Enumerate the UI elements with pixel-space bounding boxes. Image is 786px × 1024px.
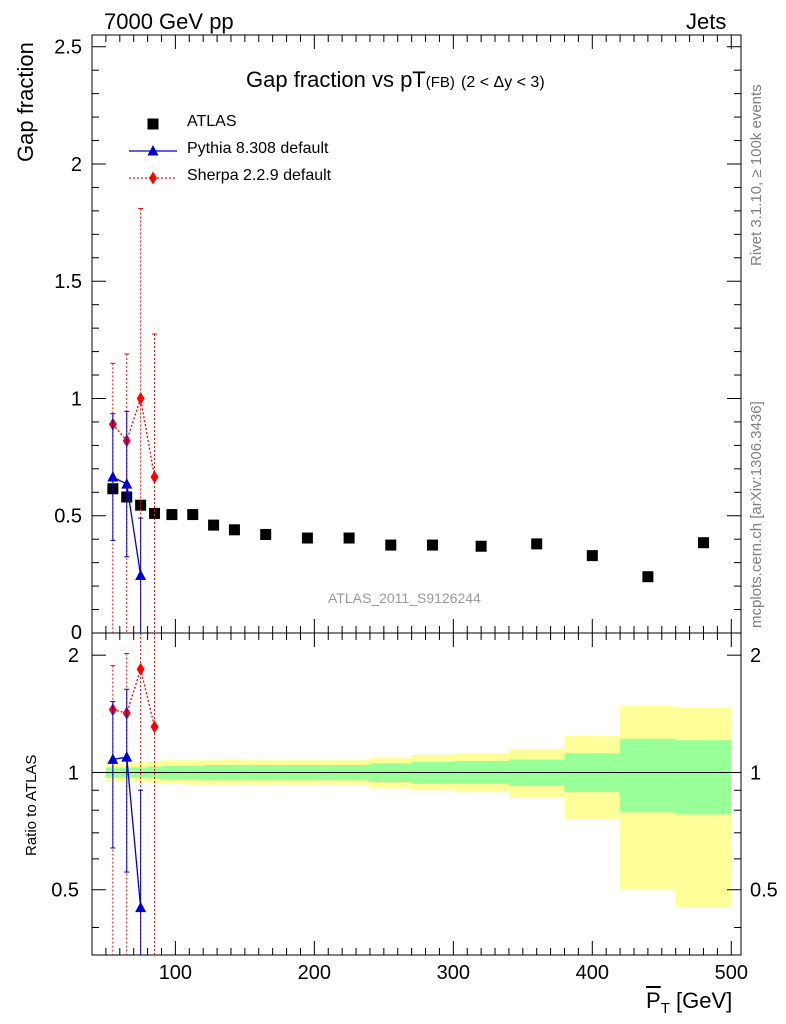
y-tick-label: 0.5 [54, 506, 82, 528]
header-left-label: 7000 GeV pp [104, 9, 234, 34]
x-ticks: 100 200 300 400 500 [105, 35, 748, 984]
analysis-watermark: ATLAS_2011_S9126244 [328, 590, 481, 606]
sherpa-ratio-point [136, 662, 145, 676]
y-tick-label: 2 [68, 645, 79, 667]
y-tick-label-right: 2 [750, 645, 761, 667]
y-axis-label-top: Gap fraction [13, 42, 38, 162]
header-right-label: Jets [686, 9, 727, 34]
top-y-ticks: 0.5 1 1.5 2 2.5 0 [54, 37, 741, 644]
atlas-point [149, 507, 161, 519]
atlas-point [301, 532, 313, 544]
atlas-point [531, 538, 543, 550]
atlas-point [228, 524, 240, 536]
legend-sherpa-marker [149, 171, 157, 185]
sherpa-point [136, 391, 145, 405]
green-band-bin [675, 740, 732, 815]
pythia-ratio-point [107, 753, 119, 764]
uncertainty-bands [105, 706, 732, 908]
pythia-point [121, 478, 133, 489]
x-tick-label: 300 [437, 962, 470, 984]
pythia-ratio-point [135, 901, 147, 913]
x-tick-label: 500 [715, 962, 748, 984]
pythia-ratio-series [107, 688, 147, 955]
pythia-point [107, 471, 119, 482]
rivet-version-label: Rivet 3.1.10, ≥ 100k events [748, 84, 765, 266]
x-tick-label: 400 [576, 962, 609, 984]
sherpa-series [108, 208, 159, 633]
green-band-bin [620, 738, 676, 813]
y-tick-label: 1.5 [54, 271, 82, 293]
sherpa-ratio-line [112, 666, 156, 727]
mcplots-reference-label: mcplots.cern.ch [arXiv:1306.3436] [748, 401, 765, 628]
atlas-point [586, 550, 598, 562]
main-title-text: Gap fraction vs pT [246, 67, 426, 92]
atlas-point [260, 529, 272, 541]
legend-atlas-marker [147, 118, 159, 130]
y-tick-label: 0.5 [51, 880, 79, 902]
atlas-point [697, 537, 709, 549]
main-title-subscript: (FB) [425, 74, 455, 91]
x-tick-label: 200 [298, 962, 331, 984]
legend-pythia-label: Pythia 8.308 default [187, 140, 329, 157]
y-tick-label: 2 [71, 154, 82, 176]
main-title-range: (2 < Δy < 3) [461, 74, 545, 91]
atlas-point [187, 509, 199, 521]
atlas-series [107, 483, 709, 583]
atlas-point [385, 539, 397, 551]
x-axis-label-subscript: T [660, 1000, 670, 1017]
atlas-point [642, 571, 654, 583]
x-axis-label-unit: [GeV] [675, 988, 733, 1013]
atlas-point [343, 532, 355, 544]
sherpa-line [112, 398, 156, 478]
x-tick-label: 100 [159, 962, 192, 984]
legend-pythia-marker [147, 145, 159, 156]
pythia-point [135, 569, 147, 581]
x-axis-label: PT [GeV] [646, 988, 733, 1017]
y-tick-label-right: 1 [750, 762, 761, 784]
y-tick-label-right: 0.5 [750, 880, 778, 902]
pythia-ratio-point [121, 751, 133, 762]
bottom-y-ticks: 0.5 0.5 1 1 2 2 [51, 645, 778, 929]
atlas-point [475, 540, 487, 552]
legend-atlas-label: ATLAS [187, 113, 237, 130]
main-title: Gap fraction vs pT(FB) (2 < Δy < 3) [246, 67, 545, 93]
sherpa-point [150, 470, 159, 484]
atlas-point [166, 509, 178, 521]
pythia-series [107, 410, 147, 633]
sherpa-ratio-series [108, 633, 159, 955]
y-tick-label-zero: 0 [71, 622, 82, 644]
y-tick-label: 1 [68, 762, 79, 784]
sherpa-ratio-point [150, 720, 159, 734]
y-tick-label: 1 [71, 388, 82, 410]
legend [129, 118, 177, 185]
y-axis-label-bottom: Ratio to ATLAS [23, 754, 40, 856]
bottom-panel-frame [91, 632, 742, 956]
atlas-point [208, 519, 220, 531]
y-tick-label: 2.5 [54, 37, 82, 59]
x-axis-label-main: P [646, 988, 661, 1013]
legend-sherpa-label: Sherpa 2.2.9 default [187, 167, 332, 184]
atlas-point [426, 539, 438, 551]
